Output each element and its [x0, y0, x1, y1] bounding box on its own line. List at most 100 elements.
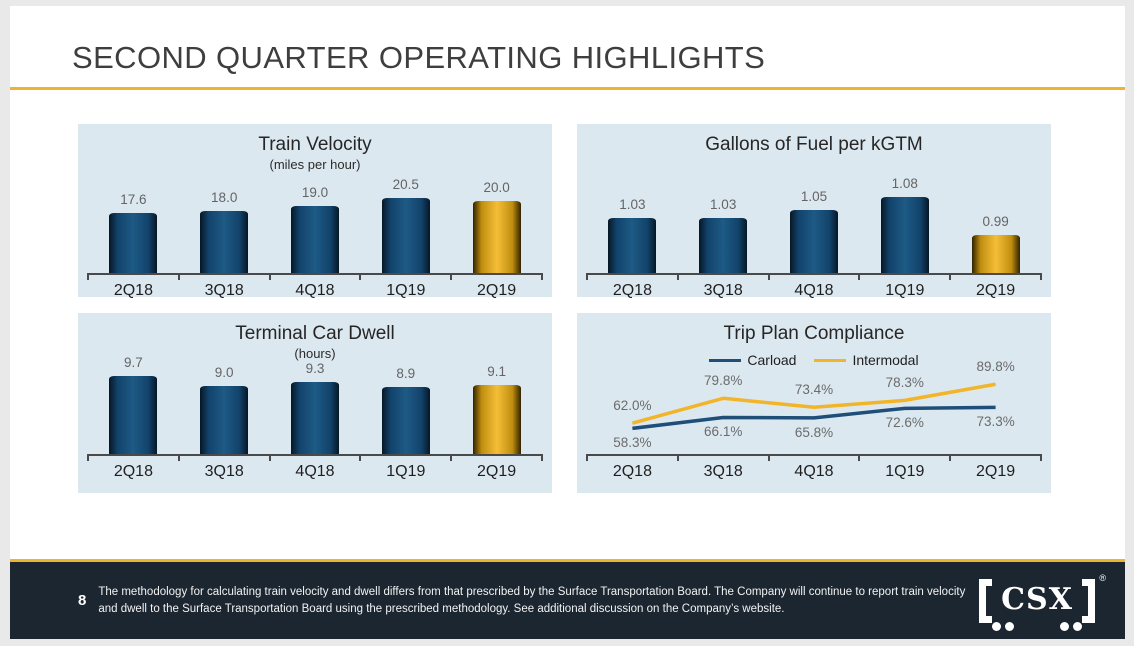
- bar-2Q18: [109, 213, 158, 273]
- axis-tick: [177, 454, 180, 461]
- slide-title: SECOND QUARTER OPERATING HIGHLIGHTS: [72, 40, 766, 75]
- title-gold-rule: [10, 87, 1125, 90]
- bar-value-label: 0.99: [982, 213, 1009, 229]
- axis-tick: [767, 454, 770, 461]
- csx-logo: CSX ®: [979, 573, 1106, 631]
- logo-text: CSX: [1001, 581, 1073, 617]
- axis-category-label: 4Q18: [295, 282, 335, 299]
- bar-3Q18: [200, 385, 249, 454]
- axis-tick: [1040, 273, 1042, 280]
- bar-value-label: 18.0: [211, 190, 238, 205]
- axis-category-label: 3Q18: [204, 282, 244, 299]
- axis-category-label: 2Q19: [976, 463, 1016, 480]
- logo-wheel-dot: [1060, 621, 1069, 631]
- bar-2Q18: [608, 218, 657, 273]
- axis-line: [587, 454, 1041, 456]
- axis-tick: [676, 273, 679, 280]
- point-label: 73.4%: [794, 382, 834, 398]
- axis-category-label: 2Q19: [477, 463, 517, 480]
- bar-2Q19: [472, 200, 521, 273]
- axis-tick: [767, 273, 770, 280]
- axis-line: [587, 273, 1041, 275]
- axis-tick: [586, 273, 588, 280]
- bar-value-label: 9.0: [214, 364, 234, 380]
- logo-wheel-dot: [1073, 621, 1082, 631]
- axis-tick: [949, 273, 952, 280]
- chart-title: Train Velocity: [258, 134, 372, 155]
- axis-category-label: 3Q18: [204, 463, 244, 480]
- axis-tick: [450, 273, 453, 280]
- axis-category-label: 2Q18: [612, 463, 652, 480]
- bar-value-label: 1.03: [619, 197, 646, 213]
- bar-value-label: 1.05: [800, 188, 828, 204]
- footer-note: The methodology for calculating train ve…: [98, 585, 966, 615]
- axis-line: [88, 273, 542, 275]
- chart-subtitle: (miles per hour): [269, 157, 361, 172]
- bar-3Q18: [699, 218, 748, 273]
- chart-train-velocity: Train Velocity (miles per hour) 2Q18 3Q18…: [78, 124, 552, 299]
- axis-tick: [268, 454, 271, 461]
- bar-plot: 2Q18 3Q18 4Q18 1Q19 2Q19 17.6 18.0 19.0 20.5 20.0: [78, 124, 552, 299]
- point-label: 78.3%: [885, 375, 924, 391]
- bar-value-label: 9.7: [124, 355, 143, 371]
- bar-2Q18: [109, 376, 158, 454]
- point-label: 66.1%: [704, 424, 743, 440]
- axis-category-label: 1Q19: [386, 463, 426, 480]
- point-label: 73.3%: [976, 414, 1015, 430]
- bar-value-label: 20.0: [483, 179, 510, 195]
- axis-tick: [87, 454, 89, 461]
- logo-left-bracket-icon: [979, 578, 993, 623]
- bar-1Q19: [381, 198, 430, 273]
- axis-tick: [858, 454, 861, 461]
- bar-1Q19: [880, 196, 929, 273]
- bar-value-label: 17.6: [120, 192, 147, 208]
- slide: SECOND QUARTER OPERATING HIGHLIGHTS Trai…: [10, 6, 1125, 639]
- line-plot: 2Q18 3Q18 4Q18 1Q19 2Q19 58.3% 66.1% 65.8% 72.6%…: [577, 313, 1051, 493]
- axis-line: [88, 454, 542, 456]
- axis-category-label: 1Q19: [885, 463, 925, 480]
- chart-terminal-car-dwell: Terminal Car Dwell (hours) 2Q18 3Q18 4Q18 1…: [78, 313, 552, 493]
- line-intermodal: [631, 382, 996, 425]
- point-label: 89.8%: [976, 359, 1015, 375]
- axis-category-label: 3Q18: [703, 282, 743, 299]
- axis-tick: [359, 454, 362, 461]
- chart-title: Terminal Car Dwell: [235, 323, 395, 344]
- footer: 8 The methodology for calculating train …: [10, 559, 1125, 639]
- axis-tick: [1040, 454, 1042, 461]
- axis-category-label: 3Q18: [703, 463, 743, 480]
- chart-trip-plan-compliance: Trip Plan Compliance Carload Intermodal 2…: [577, 313, 1051, 493]
- axis-category-label: 1Q19: [885, 282, 925, 299]
- axis-category-label: 2Q19: [976, 282, 1016, 299]
- axis-category-label: 4Q18: [295, 463, 335, 480]
- axis-category-label: 2Q18: [113, 463, 153, 480]
- bar-value-label: 9.3: [305, 360, 325, 376]
- logo-right-bracket-icon: [1082, 578, 1095, 623]
- legend-item-intermodal: Intermodal: [814, 352, 919, 368]
- bar-value-label: 19.0: [301, 184, 329, 200]
- chart-title: Trip Plan Compliance: [723, 323, 905, 344]
- axis-tick: [949, 454, 952, 461]
- axis-tick: [586, 454, 588, 461]
- axis-category-label: 1Q19: [386, 282, 426, 299]
- legend-label: Intermodal: [852, 352, 919, 368]
- bar-value-label: 8.9: [396, 366, 416, 382]
- bar-value-label: 20.5: [392, 177, 419, 193]
- axis-tick: [541, 454, 543, 461]
- axis-tick: [676, 454, 679, 461]
- point-label: 72.6%: [885, 415, 924, 431]
- point-label: 65.8%: [794, 424, 834, 440]
- axis-category-label: 4Q18: [794, 282, 834, 299]
- point-label: 62.0%: [613, 398, 652, 414]
- axis-tick: [87, 273, 89, 280]
- axis-tick: [359, 273, 362, 280]
- chart-title: Gallons of Fuel per kGTM: [705, 134, 923, 155]
- axis-category-label: 2Q18: [113, 282, 153, 299]
- point-label: 58.3%: [613, 435, 652, 451]
- registered-mark: ®: [1099, 572, 1106, 583]
- legend-line-swatch: [814, 358, 847, 362]
- bar-1Q19: [381, 387, 430, 454]
- legend-label: Carload: [747, 352, 797, 368]
- bar-4Q18: [291, 205, 339, 273]
- bar-2Q19: [971, 234, 1020, 273]
